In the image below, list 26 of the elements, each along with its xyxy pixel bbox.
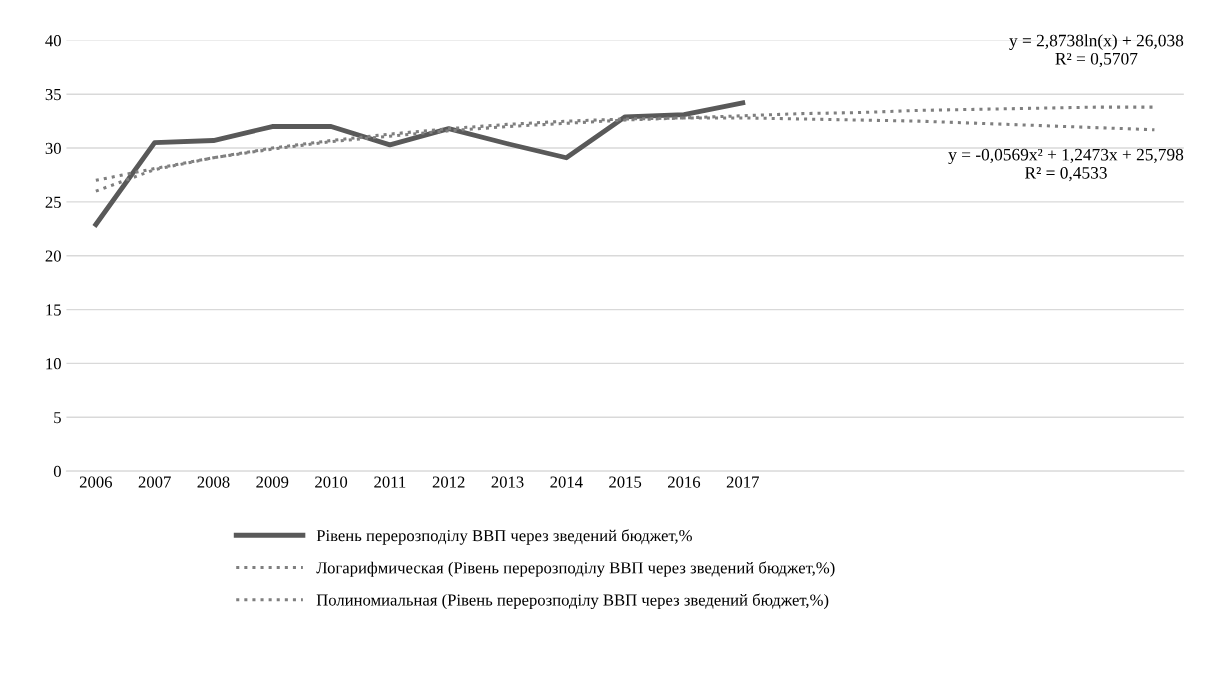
x-tick-label: 2012 (432, 476, 465, 488)
x-tick-label: 2011 (374, 476, 406, 488)
legend-label: Рівень перерозподілу ВВП через зведений бюджет,% (316, 529, 692, 545)
y-tick-label: 0 (53, 465, 61, 478)
y-tick-label: 25 (45, 196, 61, 208)
x-tick-label: 2006 (79, 476, 113, 488)
y-tick-label: 20 (45, 250, 61, 262)
x-tick-label: 2016 (668, 476, 701, 488)
x-tick-label: 2014 (550, 476, 583, 488)
y-tick-label: 5 (54, 412, 61, 424)
x-tick-label: 2009 (256, 476, 289, 488)
x-tick-label: 2008 (197, 476, 230, 488)
y-tick-label: 35 (45, 88, 61, 101)
x-tick-label: 2017 (726, 476, 759, 488)
y-tick-label: 30 (45, 142, 61, 155)
x-tick-label: 2007 (138, 476, 171, 488)
y-tick-label: 40 (45, 35, 61, 47)
legend-label: Логарифмическая (Рівень перерозподілу ВВП через зведений бюджет,%) (316, 561, 835, 577)
annotation: y = -0,0569x² + 1,2473x + 25,798 R² = 0,4533 (948, 148, 1184, 182)
x-tick-label: 2015 (609, 476, 642, 488)
annotation: y = 2,8738ln(x) + 26,038 R² = 0,5707 (1009, 34, 1184, 68)
y-tick-label: 15 (46, 304, 61, 316)
legend-label: Полиномиальная (Рівень перерозподілу ВВП через зведений бюджет,%) (316, 593, 829, 610)
x-tick-label: 2013 (491, 476, 524, 488)
y-tick-label: 10 (46, 358, 61, 370)
x-tick-label: 2010 (315, 476, 348, 488)
